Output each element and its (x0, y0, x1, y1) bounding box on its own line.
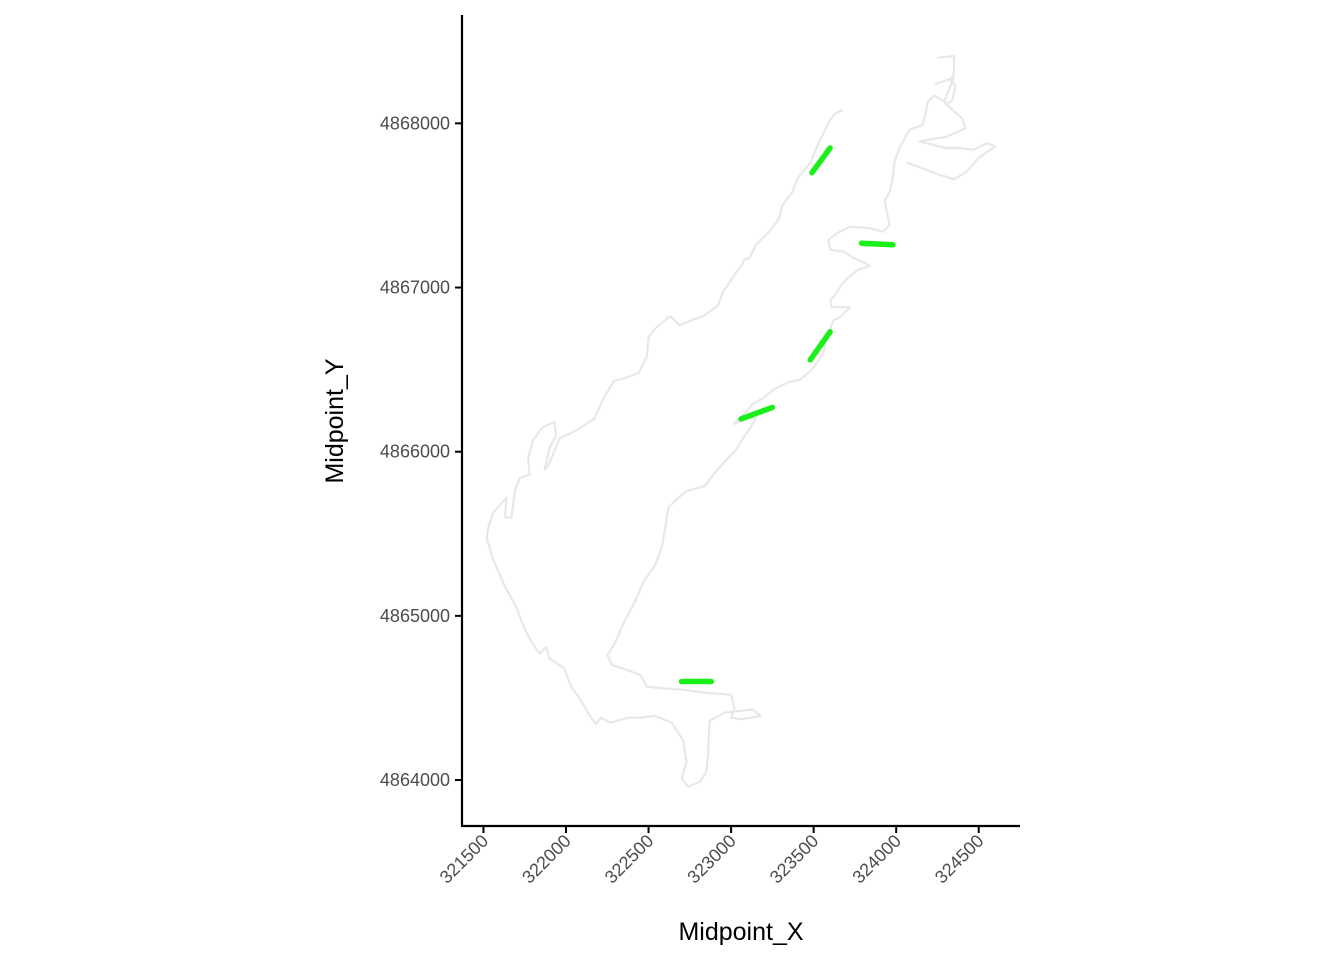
x-axis-title: Midpoint_X (678, 918, 803, 946)
y-tick-label: 4866000 (380, 442, 450, 462)
x-tick-label: 324000 (848, 831, 905, 888)
x-tick-label: 323000 (683, 831, 740, 888)
transect-segment-4 (738, 404, 776, 422)
transect-segment-1 (809, 145, 833, 176)
y-tick-label: 4868000 (380, 113, 450, 133)
transect-segment-2 (858, 240, 896, 248)
y-tick-label: 4867000 (380, 278, 450, 298)
shoreline-outline-layer (485, 54, 997, 788)
shoreline-outline-3 (906, 76, 997, 181)
x-axis-ticks: 321500 322000 322500 323000 323500 324000 3245… (436, 826, 988, 887)
x-tick-label: 324500 (931, 831, 988, 888)
y-tick-label: 4864000 (380, 770, 450, 790)
y-axis-ticks: 4864000 4865000 4866000 4867000 4868000 (380, 113, 462, 790)
shoreline-outline-1 (485, 109, 843, 788)
y-tick-label: 4865000 (380, 606, 450, 626)
transect-segment-layer (678, 145, 896, 685)
x-tick-label: 322000 (518, 831, 575, 888)
x-tick-label: 323500 (766, 831, 823, 888)
y-axis-title: Midpoint_Y (321, 358, 349, 483)
transect-segment-3 (807, 329, 833, 363)
axes: 4864000 4865000 4866000 4867000 4868000 3215… (380, 15, 1020, 887)
x-tick-label: 321500 (436, 831, 493, 888)
x-tick-label: 322500 (601, 831, 658, 888)
shoreline-outline-2 (606, 54, 957, 688)
